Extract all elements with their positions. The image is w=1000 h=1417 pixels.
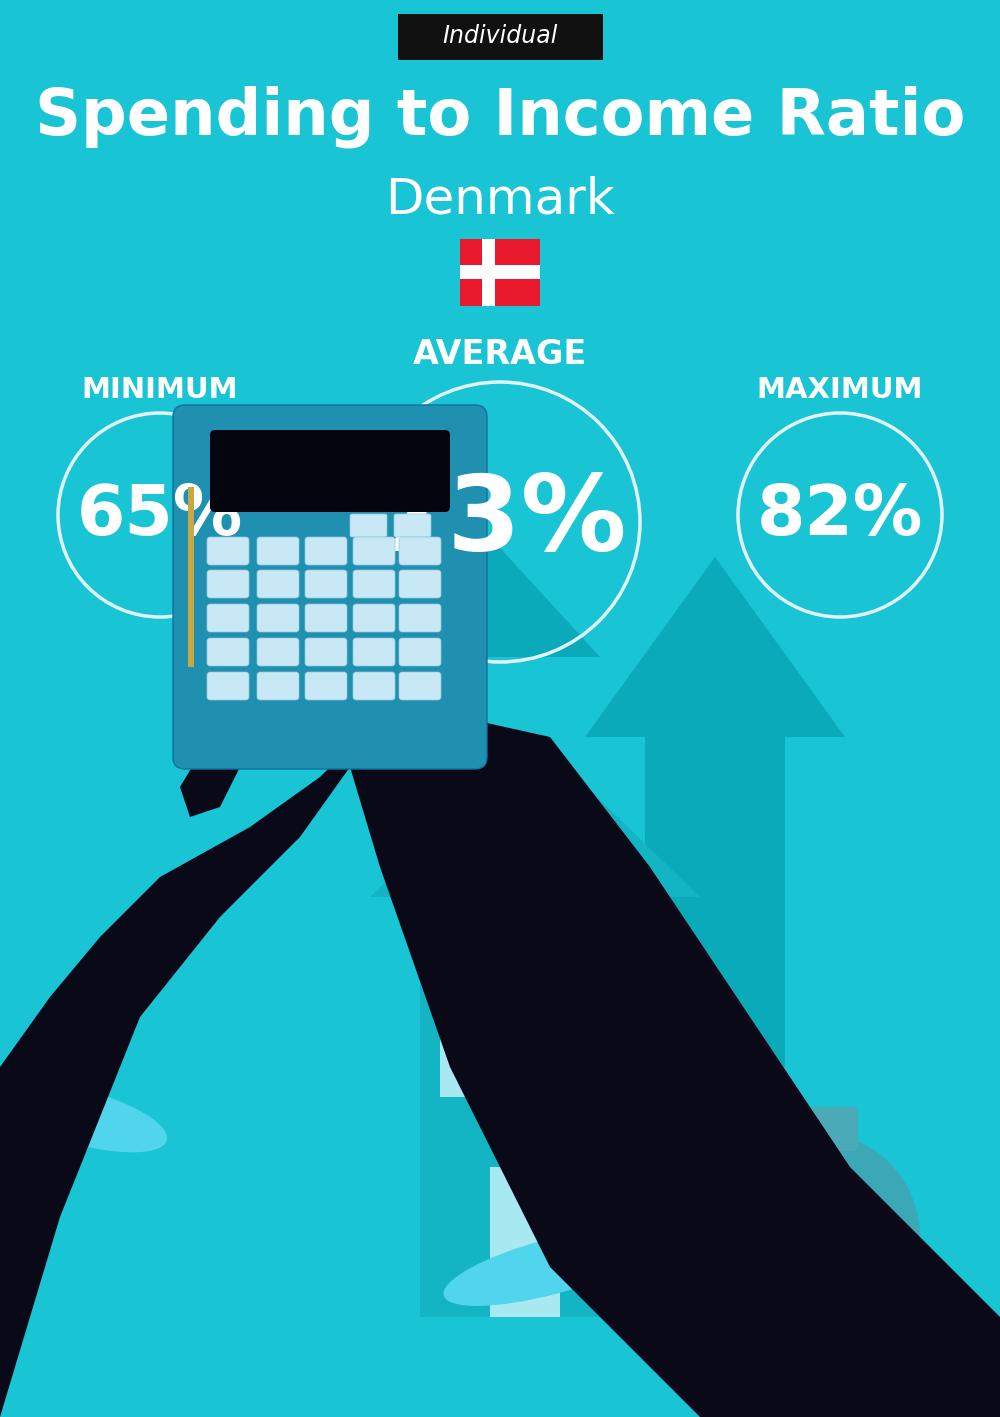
- Bar: [600, 1268, 760, 1278]
- Ellipse shape: [0, 1081, 167, 1152]
- FancyBboxPatch shape: [353, 672, 395, 700]
- FancyBboxPatch shape: [353, 604, 395, 632]
- Bar: [600, 1255, 760, 1265]
- FancyBboxPatch shape: [305, 570, 347, 598]
- Ellipse shape: [444, 1229, 656, 1306]
- Bar: [600, 1241, 760, 1253]
- Text: Individual: Individual: [442, 24, 558, 48]
- FancyBboxPatch shape: [305, 537, 347, 565]
- Text: MINIMUM: MINIMUM: [82, 376, 238, 404]
- Text: $: $: [655, 1155, 675, 1183]
- Text: AVERAGE: AVERAGE: [413, 339, 587, 371]
- FancyBboxPatch shape: [305, 604, 347, 632]
- FancyBboxPatch shape: [353, 570, 395, 598]
- FancyBboxPatch shape: [207, 570, 249, 598]
- Circle shape: [603, 1100, 727, 1224]
- Polygon shape: [360, 667, 430, 747]
- Polygon shape: [280, 487, 540, 657]
- Polygon shape: [180, 737, 240, 818]
- Bar: [460, 265, 540, 279]
- Text: MAXIMUM: MAXIMUM: [757, 376, 923, 404]
- FancyBboxPatch shape: [207, 638, 249, 666]
- FancyBboxPatch shape: [257, 672, 299, 700]
- FancyBboxPatch shape: [353, 537, 395, 565]
- FancyBboxPatch shape: [305, 672, 347, 700]
- FancyBboxPatch shape: [353, 638, 395, 666]
- Text: $: $: [797, 1219, 833, 1271]
- Text: Spending to Income Ratio: Spending to Income Ratio: [35, 86, 965, 149]
- Bar: [482, 238, 495, 306]
- FancyBboxPatch shape: [399, 604, 441, 632]
- FancyBboxPatch shape: [207, 604, 249, 632]
- FancyBboxPatch shape: [173, 405, 487, 769]
- FancyBboxPatch shape: [399, 537, 441, 565]
- FancyBboxPatch shape: [772, 1107, 858, 1151]
- FancyBboxPatch shape: [207, 672, 249, 700]
- Polygon shape: [350, 717, 1000, 1417]
- FancyBboxPatch shape: [305, 638, 347, 666]
- FancyBboxPatch shape: [257, 570, 299, 598]
- FancyBboxPatch shape: [207, 537, 249, 565]
- Text: Denmark: Denmark: [385, 176, 615, 222]
- Bar: [560, 1032, 630, 1097]
- Polygon shape: [585, 557, 845, 1067]
- FancyBboxPatch shape: [257, 638, 299, 666]
- Polygon shape: [380, 537, 600, 657]
- Polygon shape: [0, 737, 360, 1417]
- FancyBboxPatch shape: [399, 570, 441, 598]
- Text: 65%: 65%: [77, 482, 243, 548]
- FancyBboxPatch shape: [350, 514, 387, 537]
- Text: 82%: 82%: [757, 482, 923, 548]
- FancyBboxPatch shape: [399, 638, 441, 666]
- FancyBboxPatch shape: [398, 14, 602, 60]
- Bar: [600, 1229, 760, 1238]
- FancyBboxPatch shape: [633, 1078, 698, 1117]
- FancyBboxPatch shape: [210, 429, 450, 512]
- FancyBboxPatch shape: [399, 672, 441, 700]
- Bar: [188, 487, 194, 667]
- FancyBboxPatch shape: [257, 537, 299, 565]
- Polygon shape: [370, 737, 700, 897]
- Bar: [440, 1032, 510, 1097]
- Bar: [600, 1294, 760, 1304]
- Text: 73%: 73%: [374, 470, 626, 572]
- Polygon shape: [420, 897, 650, 1316]
- Bar: [600, 1281, 760, 1291]
- Bar: [460, 238, 540, 306]
- FancyBboxPatch shape: [257, 604, 299, 632]
- Bar: [490, 1168, 560, 1316]
- Circle shape: [710, 1132, 920, 1342]
- FancyBboxPatch shape: [394, 514, 431, 537]
- Bar: [600, 1306, 760, 1316]
- Bar: [580, 818, 620, 897]
